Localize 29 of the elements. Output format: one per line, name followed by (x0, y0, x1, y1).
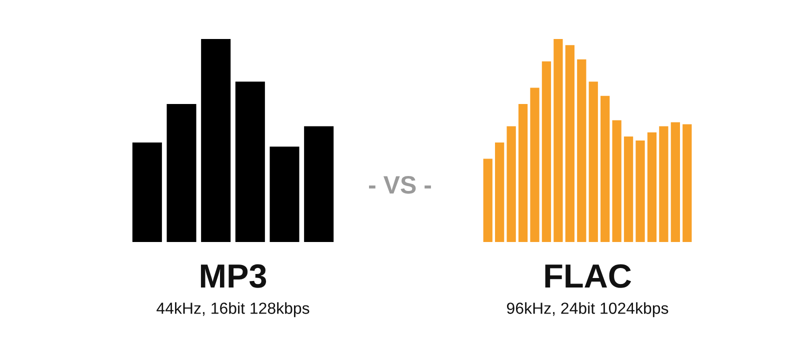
bar (670, 122, 680, 242)
bar (304, 126, 334, 242)
bar (132, 142, 162, 242)
bar (542, 61, 552, 242)
bar (588, 82, 598, 242)
bar (530, 88, 540, 242)
bar (577, 59, 586, 242)
bar (506, 126, 516, 242)
bar (647, 132, 657, 242)
bar (612, 120, 622, 242)
bar (554, 39, 563, 242)
text: 44kHz, 16bit 128kbps (156, 302, 310, 318)
text: MP3 (200, 264, 266, 288)
bar (565, 45, 574, 242)
bar (495, 142, 504, 242)
bar (624, 136, 634, 242)
bar (166, 104, 196, 242)
bar (682, 124, 692, 242)
bar (518, 104, 528, 242)
bar (659, 126, 668, 242)
bar (235, 82, 265, 242)
text: 96kHz, 24bit 1024kbps (507, 302, 668, 318)
bar (201, 39, 231, 242)
bar (600, 96, 610, 242)
text: - VS - (369, 176, 431, 194)
bar (636, 140, 645, 242)
bar (270, 146, 300, 242)
text: FLAC (545, 264, 632, 288)
bar (483, 158, 492, 242)
